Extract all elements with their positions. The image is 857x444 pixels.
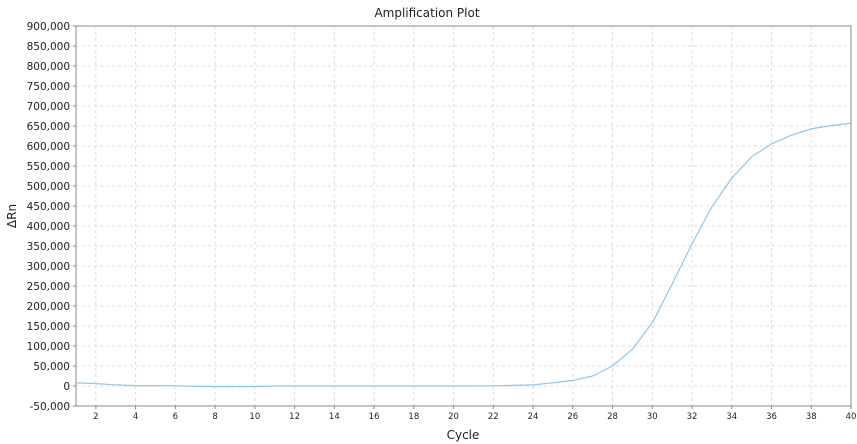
x-tick-label: 38 xyxy=(806,412,817,422)
x-tick-label: 28 xyxy=(607,412,618,422)
y-tick-label: 200,000 xyxy=(27,301,70,313)
x-tick-label: 2 xyxy=(93,412,98,422)
y-tick-label: 750,000 xyxy=(27,81,70,93)
x-tick-label: 34 xyxy=(726,412,737,422)
x-tick-label: 26 xyxy=(567,412,578,422)
y-axis: -50,000 0 50,000 100,000 150,000 200,000 250,0… xyxy=(27,21,76,413)
series-line-0 xyxy=(75,122,852,388)
x-axis-label: Cycle xyxy=(447,428,480,442)
x-tick-label: 36 xyxy=(766,412,777,422)
y-tick-label: 300,000 xyxy=(27,261,70,273)
x-tick-label: 14 xyxy=(329,412,340,422)
x-tick-label: 8 xyxy=(212,412,217,422)
x-tick-label: 20 xyxy=(448,412,459,422)
x-tick-label: 18 xyxy=(408,412,419,422)
chart-title: Amplification Plot xyxy=(374,6,479,20)
x-tick-label: 12 xyxy=(289,412,300,422)
y-tick-label: 900,000 xyxy=(27,21,70,33)
y-tick-label: 350,000 xyxy=(27,241,70,253)
plot-area-border xyxy=(75,25,852,407)
x-axis: 2 4 6 8 10 12 14 16 18 20 22 24 26 28 30 32 34 36 38 40 xyxy=(93,406,856,422)
x-tick-label: 32 xyxy=(687,412,698,422)
x-tick-label: 10 xyxy=(249,412,260,422)
y-tick-label: 250,000 xyxy=(27,281,70,293)
y-tick-label: 600,000 xyxy=(27,141,70,153)
y-tick-label: 150,000 xyxy=(27,321,70,333)
y-tick-label: 0 xyxy=(63,381,70,393)
x-tick-label: 6 xyxy=(173,412,178,422)
x-tick-label: 16 xyxy=(369,412,380,422)
x-tick-label: 30 xyxy=(647,412,658,422)
y-tick-label: -50,000 xyxy=(29,401,70,413)
y-tick-label: 700,000 xyxy=(27,101,70,113)
y-tick-label: 800,000 xyxy=(27,61,70,73)
y-tick-label: 550,000 xyxy=(27,161,70,173)
series-layer xyxy=(75,122,852,388)
y-tick-label: 650,000 xyxy=(27,121,70,133)
x-tick-label: 40 xyxy=(846,412,857,422)
y-axis-label: ΔRn xyxy=(5,204,19,228)
x-tick-label: 22 xyxy=(488,412,499,422)
x-tick-label: 4 xyxy=(133,412,138,422)
x-tick-label: 24 xyxy=(528,412,539,422)
y-tick-label: 450,000 xyxy=(27,201,70,213)
y-tick-label: 100,000 xyxy=(27,341,70,353)
y-tick-label: 850,000 xyxy=(27,41,70,53)
y-tick-label: 400,000 xyxy=(27,221,70,233)
y-tick-label: 500,000 xyxy=(27,181,70,193)
y-tick-label: 50,000 xyxy=(33,361,70,373)
